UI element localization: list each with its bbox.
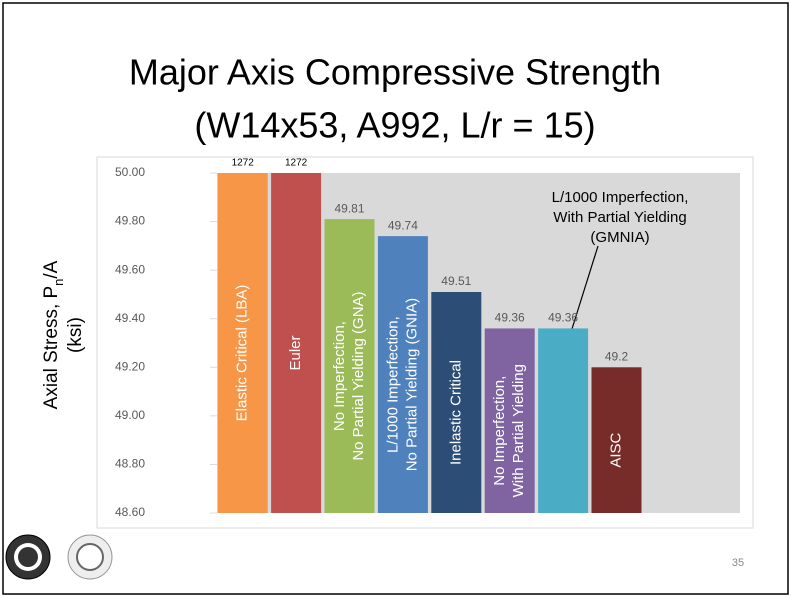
y-tick-label: 49.80 (115, 214, 145, 228)
category-label-line: No Partial Yielding (GNA) (350, 291, 367, 460)
y-label-line: Axial Stress, Pn/A (41, 260, 66, 409)
annotation-line: L/1000 Imperfection, (552, 189, 689, 206)
category-label-line: L/1000 Imperfection, (384, 316, 401, 453)
value-label: 1272 (285, 158, 308, 169)
y-tick-label: 49.20 (115, 359, 145, 373)
category-label-line: No Imperfection, (331, 321, 348, 431)
bars (217, 173, 642, 513)
category-label: AISC (607, 432, 624, 467)
category-label-line: AISC (607, 432, 624, 467)
category-label: No Imperfection, No Partial Yielding (GNA… (331, 291, 367, 460)
logo-ssrc (67, 534, 113, 580)
category-label: Elastic Critical (LBA) (234, 285, 251, 422)
annotation-line: With Partial Yielding (553, 209, 686, 226)
value-label: 49.81 (334, 201, 364, 215)
y-tick-label: 49.00 (115, 408, 145, 422)
bar (324, 219, 375, 513)
y-axis-label: Axial Stress, Pn/A (ksi) (41, 260, 86, 409)
value-label: 1272 (232, 158, 255, 169)
logo-aisc (5, 534, 51, 580)
value-label: 49.36 (495, 311, 525, 325)
category-label-line: Inelastic Critical (447, 360, 464, 465)
bar (271, 173, 322, 513)
page-number: 35 (732, 557, 744, 569)
y-tick-label: 49.40 (115, 311, 145, 325)
y-tick-label: 48.80 (115, 457, 145, 471)
value-label: 49.74 (388, 218, 418, 232)
annotation-line: (GMNIA) (590, 229, 649, 246)
y-label-part: Axial Stress, P (41, 286, 62, 410)
category-label-line: Euler (287, 335, 304, 370)
logo-circle (18, 547, 38, 567)
category-label-line: No Partial Yielding (GNIA) (403, 298, 420, 471)
value-label: 49.36 (548, 311, 578, 325)
category-label: Inelastic Critical (447, 360, 464, 465)
value-label: 49.2 (605, 349, 629, 363)
title-line: Major Axis Compressive Strength (129, 52, 661, 93)
y-tick-label: 49.60 (115, 262, 145, 276)
category-label-line: Elastic Critical (LBA) (234, 285, 251, 422)
bar (377, 236, 428, 513)
y-label-line: (ksi) (65, 317, 86, 353)
bar (431, 292, 482, 513)
y-label-sub: n (51, 279, 66, 286)
y-label-part: /A (41, 260, 62, 278)
bar (484, 328, 535, 513)
category-label: No Imperfection, With Partial Yielding (491, 364, 527, 497)
category-label-line: With Partial Yielding (510, 364, 527, 497)
category-label: Euler (287, 335, 304, 370)
category-label-line: No Imperfection, (491, 376, 508, 486)
y-tick-label: 50.00 (115, 165, 145, 179)
category-label: L/1000 Imperfection, No Partial Yielding … (384, 298, 420, 471)
bar (217, 173, 268, 513)
title-line: (W14x53, A992, L/r = 15) (194, 105, 595, 146)
logo-circle (76, 543, 104, 571)
bar (591, 367, 642, 513)
bar (538, 328, 589, 513)
value-label: 49.51 (441, 274, 471, 288)
y-tick-label: 48.60 (115, 505, 145, 519)
